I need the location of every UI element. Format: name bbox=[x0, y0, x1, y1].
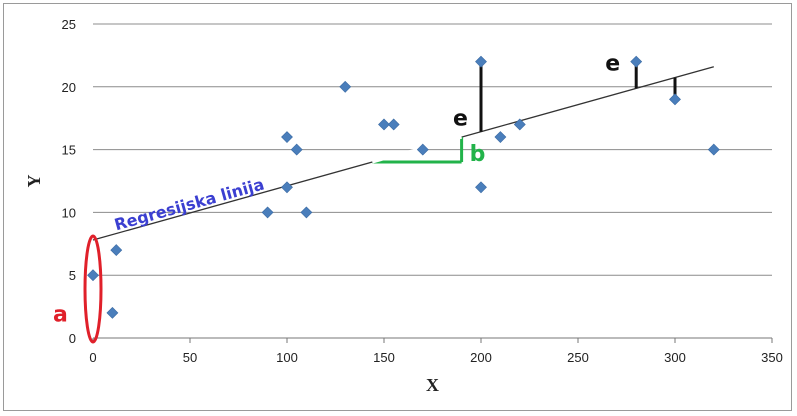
data-point bbox=[630, 55, 643, 68]
x-tick-label: 0 bbox=[89, 350, 96, 365]
intercept-highlight bbox=[83, 234, 103, 344]
x-tick-label: 300 bbox=[664, 350, 686, 365]
y-tick-label: 15 bbox=[62, 143, 76, 158]
grid bbox=[93, 23, 772, 276]
data-points bbox=[87, 55, 720, 319]
data-point bbox=[387, 118, 400, 131]
x-tick-label: 100 bbox=[276, 350, 298, 365]
y-tick-label: 10 bbox=[62, 205, 76, 220]
x-tick-labels: 0 50 100 150 200 250 300 350 bbox=[89, 350, 782, 365]
data-point bbox=[475, 181, 487, 194]
chart-frame bbox=[3, 3, 792, 411]
x-axis bbox=[92, 337, 773, 343]
intercept-label: a bbox=[53, 303, 68, 328]
residual-label: e bbox=[605, 51, 620, 76]
y-tick-labels: 0 5 10 15 20 25 bbox=[62, 17, 76, 346]
data-point bbox=[416, 143, 429, 156]
y-tick-label: 5 bbox=[69, 268, 76, 283]
data-point bbox=[87, 269, 99, 282]
data-point bbox=[106, 306, 119, 319]
data-point bbox=[290, 143, 303, 156]
x-tick-label: 200 bbox=[470, 350, 492, 365]
y-tick-label: 25 bbox=[62, 17, 76, 32]
x-tick-label: 250 bbox=[567, 350, 589, 365]
data-point bbox=[281, 181, 293, 194]
data-point bbox=[707, 143, 720, 156]
x-tick-label: 350 bbox=[761, 350, 783, 365]
data-point bbox=[378, 118, 390, 131]
data-point bbox=[110, 244, 123, 257]
data-point bbox=[513, 118, 526, 131]
data-point bbox=[281, 131, 293, 143]
x-tick-label: 150 bbox=[373, 350, 395, 365]
y-tick-label: 20 bbox=[62, 80, 76, 95]
slope-label: b bbox=[470, 142, 486, 167]
x-axis-title: X bbox=[426, 375, 439, 395]
data-point bbox=[475, 55, 487, 68]
regression-line-label: Regresijska linija bbox=[112, 175, 266, 235]
residual-label: e bbox=[453, 107, 468, 132]
data-point bbox=[300, 206, 313, 219]
residual-lines bbox=[479, 65, 677, 132]
x-tick-label: 50 bbox=[183, 350, 197, 365]
data-point bbox=[494, 131, 507, 143]
data-point bbox=[339, 80, 352, 93]
data-point bbox=[669, 93, 681, 106]
y-axis-title: Y bbox=[24, 175, 44, 188]
data-point bbox=[261, 206, 274, 219]
y-tick-label: 0 bbox=[69, 331, 76, 346]
